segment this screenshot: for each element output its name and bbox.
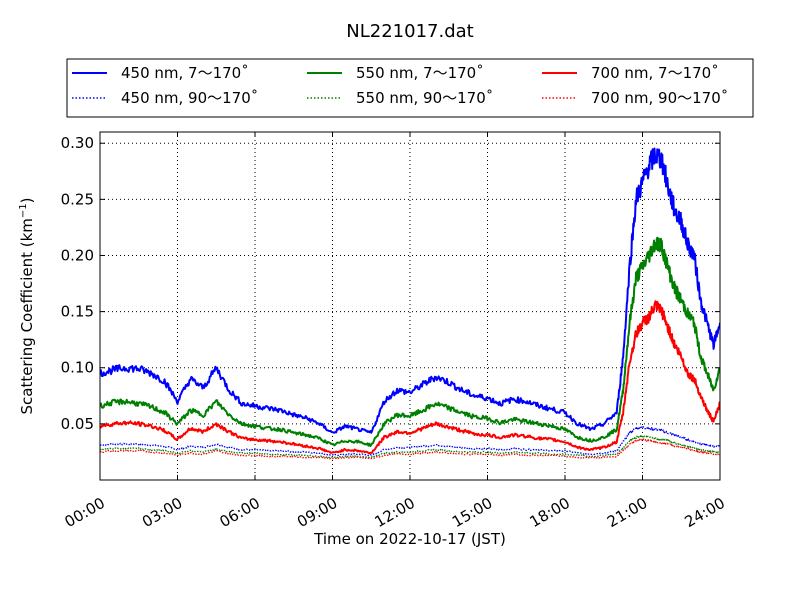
legend-label: 550 nm, 90～170˚ (356, 89, 493, 107)
plot-area: 00:00 03:00 06:00 09:00 12:00 15:00 18:00 21:00… (61, 131, 728, 531)
x-tick-label: 00:00 (62, 494, 108, 531)
y-axis-label-main: Scattering Coefficient (km (18, 218, 36, 414)
ticks: 00:00 03:00 06:00 09:00 12:00 15:00 18:00 21:00… (61, 132, 728, 531)
y-tick-label: 0.15 (61, 303, 94, 321)
legend-label: 550 nm, 7～170˚ (356, 64, 484, 82)
x-tick-label: 06:00 (217, 494, 263, 531)
y-axis-label-close: ) (18, 197, 36, 203)
series-line (100, 236, 720, 448)
x-tick-label: 15:00 (449, 494, 495, 531)
chart-title: NL221017.dat (346, 21, 473, 42)
legend-label: 700 nm, 90～170˚ (591, 89, 728, 107)
x-tick-label: 09:00 (294, 494, 340, 531)
x-tick-label: 03:00 (139, 494, 185, 531)
series-line (100, 425, 720, 457)
x-axis-label: Time on 2022-10-17 (JST) (313, 530, 506, 548)
x-tick-label: 24:00 (682, 494, 728, 531)
series-line (100, 438, 720, 460)
x-tick-label: 18:00 (527, 494, 573, 531)
legend-label: 450 nm, 90～170˚ (121, 89, 258, 107)
legend: 450 nm, 7～170˚ 550 nm, 7～170˚ 700 nm, 7～17… (66, 58, 754, 118)
legend-frame (66, 58, 754, 118)
series-line (100, 147, 720, 434)
y-tick-label: 0.20 (61, 246, 94, 264)
legend-label: 700 nm, 7～170˚ (591, 64, 719, 82)
y-tick-label: 0.10 (61, 359, 94, 377)
y-tick-label: 0.05 (61, 415, 94, 433)
x-tick-label: 21:00 (604, 494, 650, 531)
x-tick-label: 12:00 (372, 494, 418, 531)
y-axis-label: Scattering Coefficient (km−1) (18, 197, 36, 414)
series-lines (100, 147, 720, 460)
grid (100, 132, 720, 480)
series-line (100, 300, 720, 455)
legend-label: 450 nm, 7～170˚ (121, 64, 249, 82)
y-tick-label: 0.25 (61, 190, 94, 208)
y-tick-label: 0.30 (61, 134, 94, 152)
series-line (100, 434, 720, 459)
y-axis-label-sup: −1 (18, 203, 29, 218)
